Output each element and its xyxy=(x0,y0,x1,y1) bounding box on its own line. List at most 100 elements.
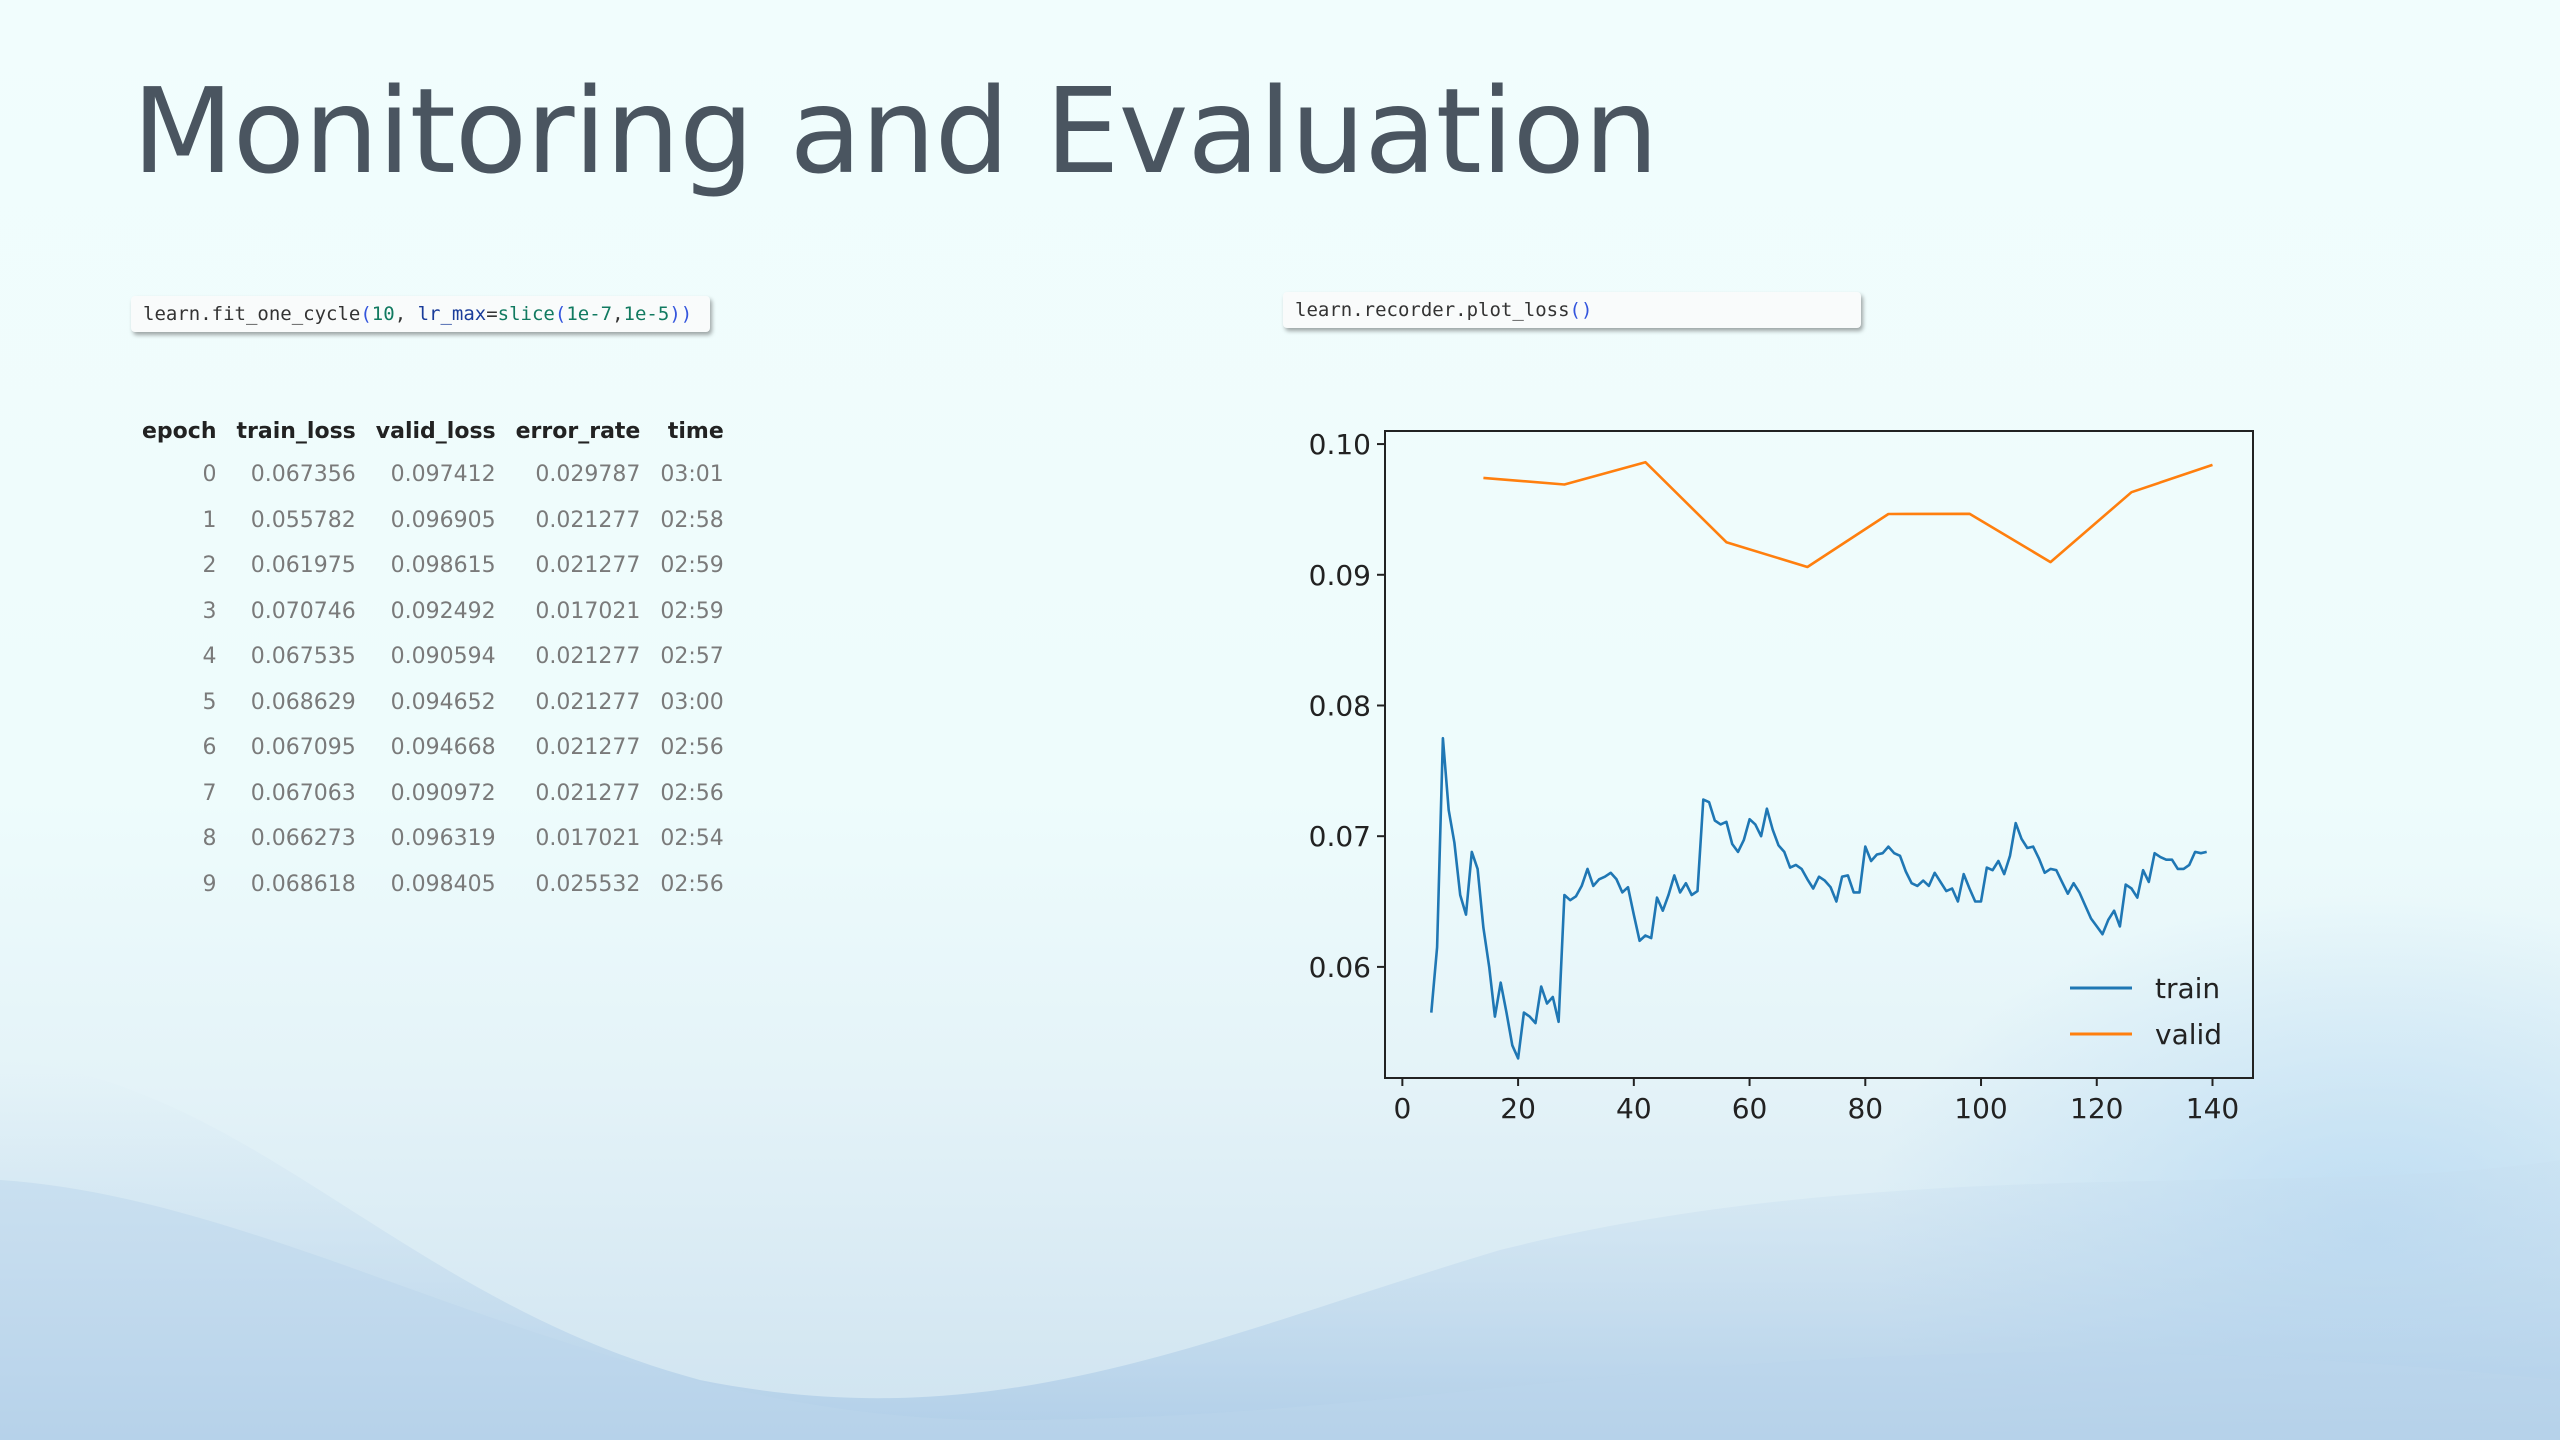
code-text: , xyxy=(612,303,624,325)
table-cell: 02:56 xyxy=(660,871,724,897)
table-cell: 0.067063 xyxy=(250,780,356,806)
table-cell: 0.021277 xyxy=(535,644,641,670)
table-cell: 0.094668 xyxy=(390,735,496,761)
table-cell: 02:56 xyxy=(660,735,724,761)
page-title: Monitoring and Evaluation xyxy=(132,62,1659,200)
x-tick-label: 100 xyxy=(1954,1092,2007,1125)
table-cell: 0.021277 xyxy=(535,553,641,579)
table-row: 4 0.067535 0.090594 0.021277 02:57 xyxy=(132,634,734,680)
column-header-train-loss: train_loss xyxy=(236,418,356,444)
table-cell: 0.068629 xyxy=(250,689,356,715)
code-text: ( xyxy=(360,303,372,325)
table-cell: 2 xyxy=(202,553,217,579)
code-text: 10 xyxy=(371,303,395,325)
table-cell: 7 xyxy=(202,780,217,806)
table-row: 8 0.066273 0.096319 0.017021 02:54 xyxy=(132,816,734,862)
table-cell: 02:58 xyxy=(660,507,724,533)
table-row: 2 0.061975 0.098615 0.021277 02:59 xyxy=(132,543,734,589)
table-row: 3 0.070746 0.092492 0.017021 02:59 xyxy=(132,589,734,635)
table-cell: 4 xyxy=(202,644,217,670)
table-cell: 0.068618 xyxy=(250,871,356,897)
code-cell-fit[interactable]: learn.fit_one_cycle(10, lr_max=slice(1e-… xyxy=(131,296,710,332)
y-tick-label: 0.10 xyxy=(1309,428,1371,461)
table-cell: 02:59 xyxy=(660,598,724,624)
code-text: () xyxy=(1569,299,1593,321)
table-cell: 0 xyxy=(202,462,217,488)
table-cell: 02:56 xyxy=(660,780,724,806)
table-cell: 0.098615 xyxy=(390,553,496,579)
table-cell: 5 xyxy=(202,689,217,715)
column-header-time: time xyxy=(667,418,724,444)
table-cell: 0.021277 xyxy=(535,689,641,715)
table-cell: 0.067356 xyxy=(250,462,356,488)
table-cell: 0.066273 xyxy=(250,826,356,852)
table-cell: 0.090594 xyxy=(390,644,496,670)
code-text: learn.fit_one_cycle xyxy=(143,303,361,325)
y-tick-label: 0.09 xyxy=(1309,559,1371,592)
x-tick-label: 20 xyxy=(1500,1092,1536,1125)
series-line-train xyxy=(1430,736,2207,1060)
legend-label-valid: valid xyxy=(2155,1018,2222,1051)
table-row: 5 0.068629 0.094652 0.021277 03:00 xyxy=(132,680,734,726)
table-cell: 02:54 xyxy=(660,826,724,852)
x-tick-label: 140 xyxy=(2186,1092,2239,1125)
table-row: 9 0.068618 0.098405 0.025532 02:56 xyxy=(132,862,734,908)
table-row: 7 0.067063 0.090972 0.021277 02:56 xyxy=(132,771,734,817)
table-cell: 0.029787 xyxy=(535,462,641,488)
table-cell: 1 xyxy=(202,507,217,533)
x-tick-label: 40 xyxy=(1616,1092,1652,1125)
y-tick-label: 0.06 xyxy=(1309,951,1371,984)
x-tick-label: 80 xyxy=(1847,1092,1883,1125)
x-tick-label: 120 xyxy=(2070,1092,2123,1125)
table-cell: 0.070746 xyxy=(250,598,356,624)
table-cell: 9 xyxy=(202,871,217,897)
table-cell: 03:00 xyxy=(660,689,724,715)
table-cell: 6 xyxy=(202,735,217,761)
table-cell: 0.067095 xyxy=(250,735,356,761)
table-cell: 3 xyxy=(202,598,217,624)
column-header-valid-loss: valid_loss xyxy=(375,418,496,444)
code-text: )) xyxy=(669,303,693,325)
table-cell: 0.098405 xyxy=(390,871,496,897)
code-text: = xyxy=(486,303,498,325)
table-row: 6 0.067095 0.094668 0.021277 02:56 xyxy=(132,725,734,771)
table-cell: 0.021277 xyxy=(535,735,641,761)
column-header-error-rate: error_rate xyxy=(515,418,641,444)
table-cell: 0.061975 xyxy=(250,553,356,579)
table-cell: 0.096905 xyxy=(390,507,496,533)
table-cell: 0.090972 xyxy=(390,780,496,806)
table-cell: 0.017021 xyxy=(535,598,641,624)
table-row: 0 0.067356 0.097412 0.029787 03:01 xyxy=(132,452,734,498)
code-text: slice xyxy=(497,303,555,325)
table-cell: 0.017021 xyxy=(535,826,641,852)
y-tick-label: 0.07 xyxy=(1309,820,1371,853)
code-text: lr_max xyxy=(417,303,487,325)
legend-label-train: train xyxy=(2155,972,2220,1005)
table-cell: 0.092492 xyxy=(390,598,496,624)
table-row: 1 0.055782 0.096905 0.021277 02:58 xyxy=(132,498,734,544)
series-line-valid xyxy=(1483,460,2213,569)
table-cell: 02:57 xyxy=(660,644,724,670)
table-cell: 0.021277 xyxy=(535,780,641,806)
x-tick-label: 0 xyxy=(1393,1092,1411,1125)
code-text: learn.recorder.plot_loss xyxy=(1295,299,1570,321)
table-cell: 0.021277 xyxy=(535,507,641,533)
column-header-epoch: epoch xyxy=(142,418,217,444)
code-text: 1e-5 xyxy=(623,303,670,325)
table-cell: 0.094652 xyxy=(390,689,496,715)
table-cell: 0.067535 xyxy=(250,644,356,670)
code-cell-plot[interactable]: learn.recorder.plot_loss() xyxy=(1283,292,1861,328)
y-tick-label: 0.08 xyxy=(1309,689,1371,722)
plot-frame xyxy=(1384,430,2254,1079)
table-cell: 0.097412 xyxy=(390,462,496,488)
table-cell: 02:59 xyxy=(660,553,724,579)
table-header-row: epoch train_loss valid_loss error_rate time xyxy=(132,410,734,452)
table-cell: 0.055782 xyxy=(250,507,356,533)
code-text: 1e-7 xyxy=(566,303,613,325)
table-cell: 8 xyxy=(202,826,217,852)
table-cell: 0.025532 xyxy=(535,871,641,897)
table-cell: 0.096319 xyxy=(390,826,496,852)
table-cell: 03:01 xyxy=(660,462,724,488)
training-results-table: epoch train_loss valid_loss error_rate time … xyxy=(132,410,734,907)
code-text: ( xyxy=(554,303,567,325)
